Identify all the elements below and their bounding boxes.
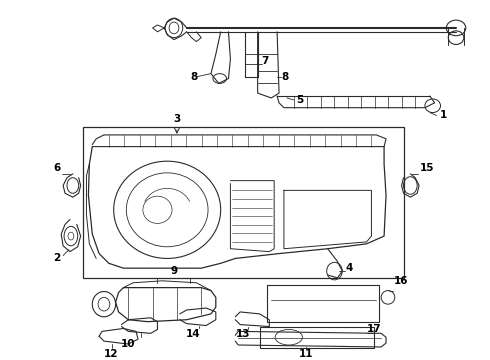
Text: 6: 6 (53, 163, 60, 173)
Text: 13: 13 (236, 329, 250, 339)
Bar (260, 327, 374, 348)
Text: 14: 14 (186, 329, 201, 339)
Text: 7: 7 (262, 56, 269, 66)
Text: 12: 12 (104, 349, 119, 359)
Text: 8: 8 (281, 72, 288, 82)
Bar (83, 127, 404, 278)
Text: 17: 17 (367, 324, 381, 334)
Bar (268, 285, 379, 322)
Text: 16: 16 (394, 276, 408, 286)
Text: 11: 11 (299, 349, 314, 359)
Text: 4: 4 (345, 263, 353, 273)
Text: 2: 2 (53, 253, 60, 264)
Text: 5: 5 (296, 95, 304, 105)
Text: 8: 8 (190, 72, 197, 82)
Text: 1: 1 (440, 111, 447, 121)
Text: 9: 9 (171, 266, 177, 276)
Text: 15: 15 (420, 163, 435, 173)
Text: 10: 10 (121, 339, 136, 349)
Text: 3: 3 (173, 114, 180, 124)
